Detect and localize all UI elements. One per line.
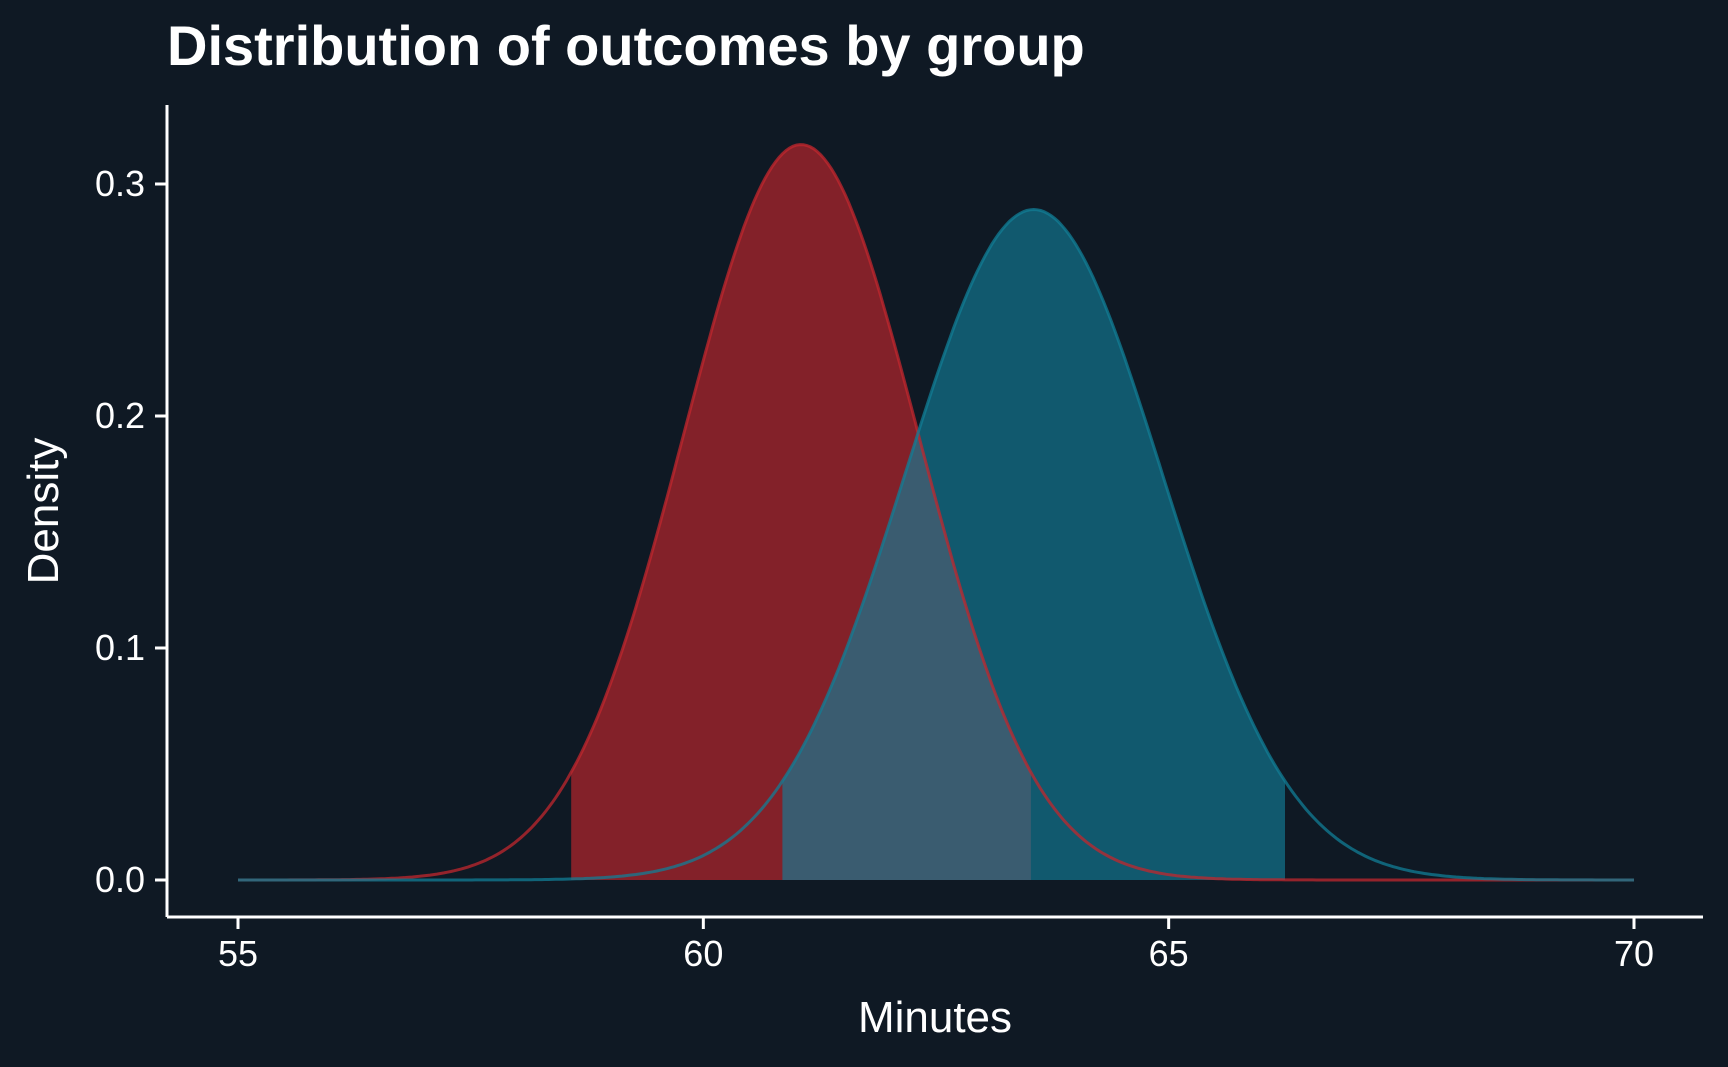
x-tick-label: 70 (1614, 933, 1654, 974)
series-2-shaded-area (782, 209, 1285, 880)
x-axis-ticks: 55 60 65 70 (218, 917, 1654, 974)
x-tick-label: 55 (218, 933, 258, 974)
shade-layer (571, 144, 1285, 881)
x-tick-label: 65 (1149, 933, 1189, 974)
plot-area (238, 143, 1634, 882)
y-tick-label: 0.0 (95, 859, 145, 900)
series-2-density-line (238, 207, 1634, 882)
chart-title: Distribution of outcomes by group (167, 14, 1085, 77)
series-1-density-line (238, 143, 1634, 882)
y-axis-ticks: 0.0 0.1 0.2 0.3 (95, 163, 167, 900)
curve-layer (238, 143, 1634, 882)
y-tick-label: 0.3 (95, 163, 145, 204)
y-tick-label: 0.2 (95, 395, 145, 436)
x-axis-label: Minutes (858, 993, 1012, 1042)
y-tick-label: 0.1 (95, 627, 145, 668)
x-tick-label: 60 (683, 933, 723, 974)
y-axis-label: Density (19, 438, 68, 585)
